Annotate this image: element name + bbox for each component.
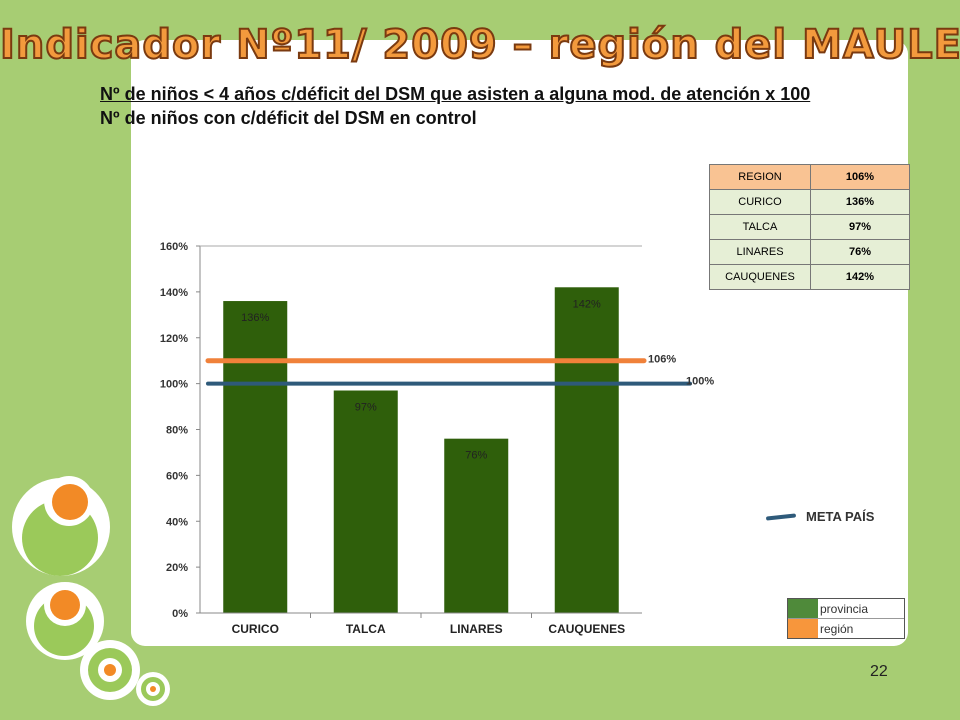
x-category-label: TALCA <box>346 622 386 636</box>
table-row: CURICO 136% <box>709 189 910 215</box>
table-cell-name: TALCA <box>709 214 811 240</box>
formula-numerator: Nº de niños < 4 años c/déficit del DSM q… <box>100 84 811 104</box>
reference-lines: 106% 100% <box>205 354 714 388</box>
region-reference-label: 106% <box>648 354 676 366</box>
x-category-label: CAUQUENES <box>548 622 625 636</box>
table-cell-value: 142% <box>810 264 910 290</box>
indicator-formula: Nº de niños < 4 años c/déficit del DSM q… <box>100 84 810 129</box>
slide-title: Indicador Nº11/ 2009 – región del MAULE <box>0 21 960 69</box>
y-tick-label: 0% <box>172 608 188 620</box>
y-axis: 0% 20% 40% 60% 80% 100% 120% 140% 160% <box>160 241 642 620</box>
table-cell-value: 76% <box>810 239 910 265</box>
deco-circle-orange-2-inner <box>50 590 80 620</box>
meta-pais-reference-label: 100% <box>686 376 714 388</box>
legend-item: provincia <box>788 599 904 618</box>
bar <box>223 301 288 613</box>
formula-denominator: Nº de niños con c/déficit del DSM en con… <box>100 108 477 128</box>
y-tick-label: 20% <box>166 562 188 574</box>
deco-circle-small-dot <box>104 664 116 676</box>
meta-pais-legend: META PAÍS <box>765 509 875 524</box>
legend-swatch <box>788 619 818 638</box>
legend-item: región <box>788 618 904 638</box>
bar <box>444 438 509 613</box>
y-tick-label: 100% <box>160 379 188 391</box>
table-cell-value: 97% <box>810 214 910 240</box>
bars <box>223 287 619 613</box>
table-cell-name: CAUQUENES <box>709 264 811 290</box>
bar <box>554 287 619 613</box>
y-tick-label: 120% <box>160 333 188 345</box>
region-table: REGION 106% CURICO 136% TALCA 97% LINARE… <box>709 164 910 290</box>
bar <box>333 390 398 613</box>
table-cell-name: CURICO <box>709 189 811 215</box>
y-tick-label: 140% <box>160 287 188 299</box>
deco-circle-orange-1-inner <box>52 484 88 520</box>
y-tick-label: 60% <box>166 470 188 482</box>
table-cell-value: 136% <box>810 189 910 215</box>
bar-data-label: 142% <box>573 298 601 310</box>
meta-pais-line-icon <box>765 512 797 521</box>
bar-data-label: 97% <box>355 402 377 414</box>
x-category-label: LINARES <box>450 622 503 636</box>
table-row: TALCA 97% <box>709 214 910 240</box>
data-labels: 136% 97% 76% 142% <box>241 298 601 461</box>
y-tick-label: 40% <box>166 516 188 528</box>
table-row-header: REGION 106% <box>709 164 910 190</box>
x-axis: CURICO TALCA LINARES CAUQUENES <box>200 612 642 636</box>
y-tick-label: 160% <box>160 241 188 253</box>
legend-swatch <box>788 599 818 618</box>
chart-legend: provincia región <box>787 598 905 639</box>
bar-data-label: 136% <box>241 312 269 324</box>
x-category-label: CURICO <box>232 622 279 636</box>
bar-data-label: 76% <box>465 450 487 462</box>
y-tick-label: 80% <box>166 425 188 437</box>
meta-pais-label: META PAÍS <box>806 509 875 524</box>
table-row: CAUQUENES 142% <box>709 264 910 290</box>
table-row: LINARES 76% <box>709 239 910 265</box>
legend-label: provincia <box>820 601 869 616</box>
table-cell-value: 106% <box>810 164 910 190</box>
table-cell-name: REGION <box>709 164 811 190</box>
legend-label: región <box>820 621 854 636</box>
deco-circle-tiny-dot <box>150 686 156 692</box>
page-number: 22 <box>870 663 888 680</box>
table-cell-name: LINARES <box>709 239 811 265</box>
